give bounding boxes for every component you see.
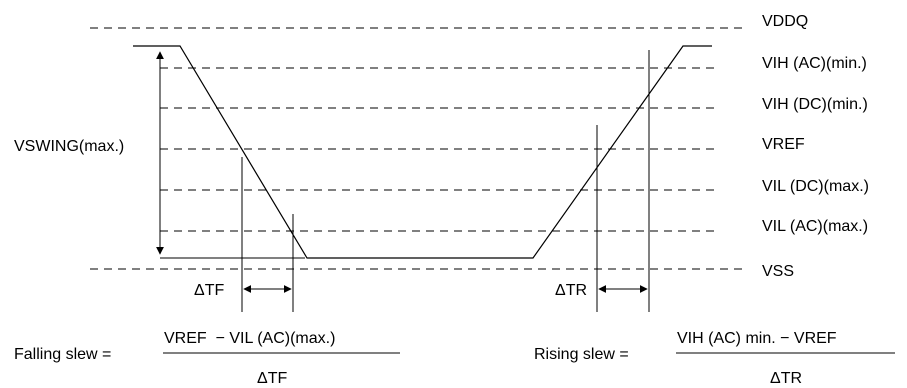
- rising-slew-label: Rising slew =: [534, 346, 629, 363]
- rising-slew-denominator: ΔTR: [770, 370, 802, 387]
- vss-label: VSS: [762, 263, 794, 280]
- falling-slew-label: Falling slew =: [14, 346, 111, 363]
- signal-waveform: [133, 45, 712, 259]
- vil-dc-label: VIL (DC)(max.): [762, 178, 869, 195]
- vil-ac-label: VIL (AC)(max.): [762, 218, 868, 235]
- vih-dc-label: VIH (DC)(min.): [762, 96, 868, 113]
- delta-tf-label: ΔTF: [194, 282, 224, 299]
- falling-slew-numerator: VREF − VIL (AC)(max.): [164, 330, 335, 347]
- delta-tr-label: ΔTR: [555, 282, 587, 299]
- rising-slew-numerator: VIH (AC) min. − VREF: [677, 330, 837, 347]
- vref-label: VREF: [762, 136, 805, 153]
- vddq-label: VDDQ: [762, 13, 808, 30]
- falling-slew-denominator: ΔTF: [257, 370, 287, 387]
- vih-ac-label: VIH (AC)(min.): [762, 55, 867, 72]
- vswing-label: VSWING(max.): [14, 138, 124, 155]
